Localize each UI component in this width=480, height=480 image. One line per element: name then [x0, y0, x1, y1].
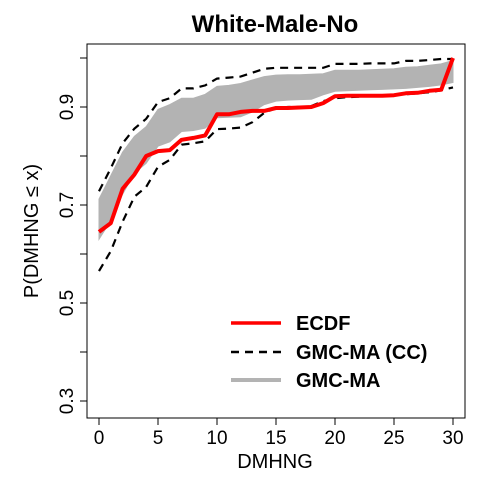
ecdf-line — [97, 57, 455, 234]
x-tick-label: 30 — [442, 428, 463, 449]
y-tick-label: 0.5 — [57, 290, 78, 316]
y-axis: 0.3 0.5 0.7 0.9 — [57, 57, 88, 414]
y-tick-label: 0.9 — [57, 94, 78, 120]
y-tick-label: 0.3 — [57, 388, 78, 414]
x-tick-label: 25 — [383, 428, 404, 449]
x-tick-label: 5 — [153, 428, 164, 449]
gmc-ma-cc-upper-line — [98, 57, 453, 192]
legend-gmc-ma-cc-label: GMC-MA (CC) — [296, 342, 427, 364]
x-tick-label: 10 — [206, 428, 227, 449]
legend-ecdf-label: ECDF — [296, 313, 350, 335]
gmc-ma-cc-lower-line — [98, 86, 454, 272]
x-axis: 0 5 10 15 20 25 30 — [94, 417, 464, 449]
x-tick-label: 15 — [265, 428, 286, 449]
x-tick-label: 20 — [324, 428, 345, 449]
x-tick-label: 0 — [94, 428, 105, 449]
y-tick-label: 0.7 — [57, 192, 78, 218]
legend: ECDF GMC-MA (CC) GMC-MA — [231, 313, 427, 392]
legend-gmc-ma-label: GMC-MA — [296, 370, 380, 392]
chart-title: White-Male-No — [192, 11, 359, 38]
y-axis-label: P(DMHNG ≤ x) — [21, 164, 43, 298]
series-layer — [97, 57, 455, 272]
gmc-ma-band-layer — [98, 59, 454, 242]
gmc-ma-band — [98, 59, 454, 242]
x-axis-label: DMHNG — [237, 451, 313, 473]
